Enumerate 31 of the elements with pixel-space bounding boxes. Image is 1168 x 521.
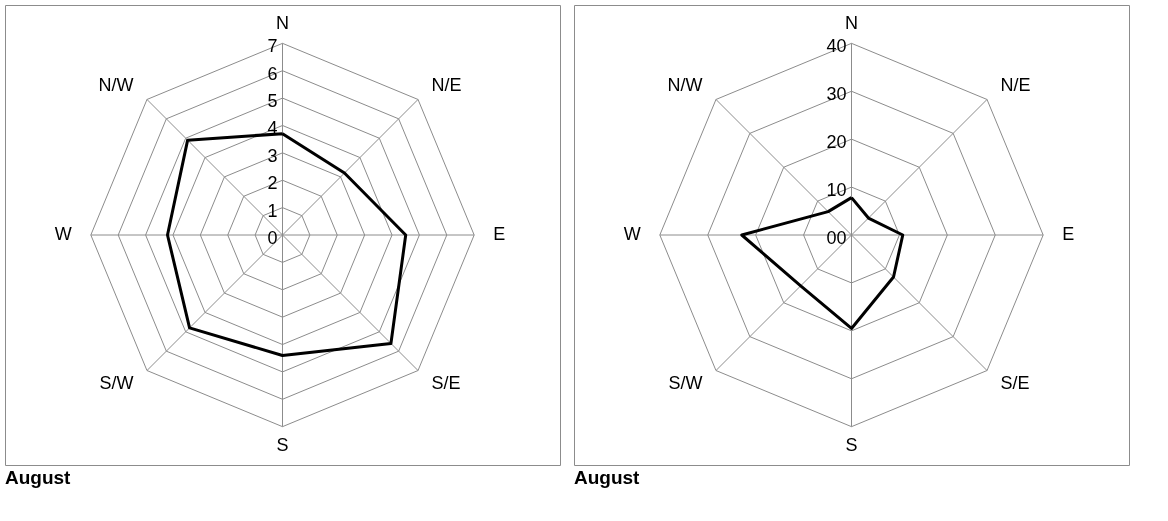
text: August <box>574 467 641 488</box>
spoke-label: W <box>623 224 641 244</box>
y-tick-label: 6 <box>267 63 278 84</box>
spoke-label: W <box>54 224 72 244</box>
y-tick-label: 0 <box>267 228 278 248</box>
spoke-label: N <box>845 13 858 34</box>
spoke-label: S <box>845 434 858 455</box>
spoke-label: N/E <box>431 74 462 95</box>
spoke-label: N/E <box>1000 74 1031 95</box>
spoke-label: E <box>493 224 506 244</box>
spoke-label: S/W <box>99 373 134 394</box>
y-tick-label: 5 <box>267 91 278 112</box>
y-tick-label: 10 <box>826 180 847 201</box>
y-tick-label: 2 <box>267 173 278 194</box>
y-tick-label: 3 <box>267 145 278 166</box>
spoke-label: N <box>276 13 289 34</box>
spoke-label: N/W <box>98 74 134 95</box>
y-tick-label: 7 <box>267 36 278 57</box>
spoke-label: S/E <box>431 373 461 394</box>
y-tick-label: 1 <box>267 200 278 221</box>
y-tick-label: 4 <box>267 118 278 139</box>
spoke-label: E <box>1062 224 1075 244</box>
text: August <box>5 467 72 488</box>
spoke-label: S <box>276 434 289 455</box>
y-tick-label: 30 <box>826 84 847 105</box>
spoke-label: S/E <box>1000 373 1030 394</box>
y-tick-label: 20 <box>826 132 847 153</box>
y-tick-label: 00 <box>826 228 847 248</box>
spoke-label: N/W <box>667 74 703 95</box>
y-tick-label: 40 <box>826 36 847 57</box>
spoke-label: S/W <box>668 373 703 394</box>
